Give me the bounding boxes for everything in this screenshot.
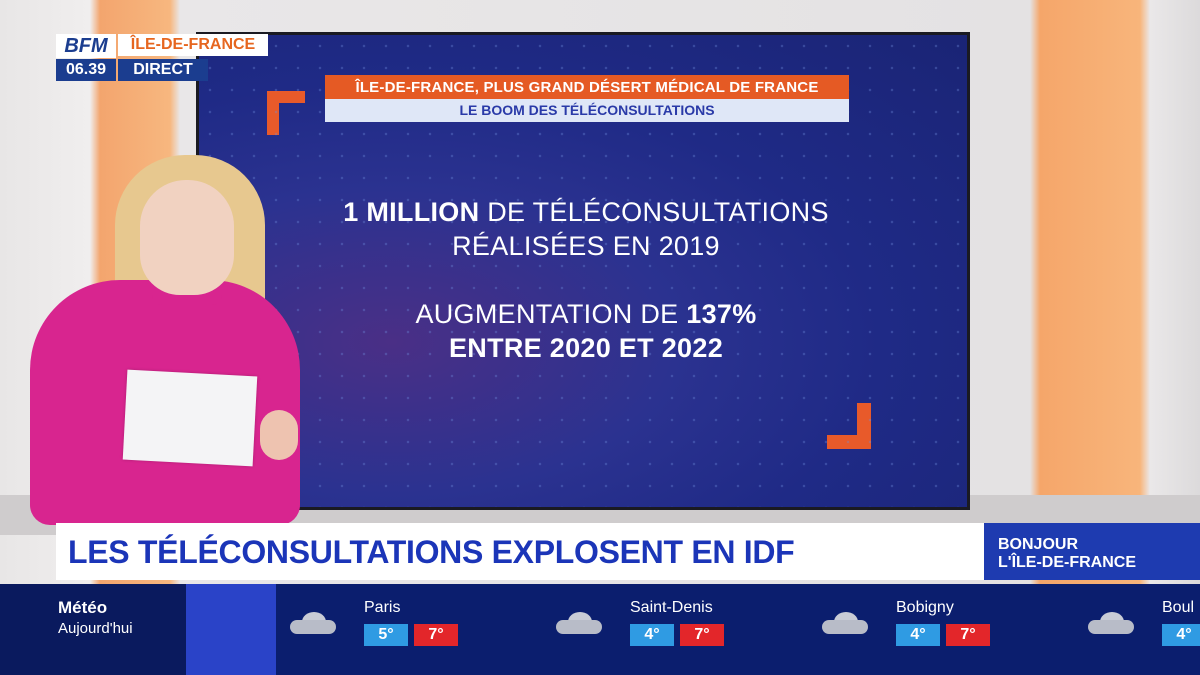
weather-label: Météo Aujourd'hui (0, 584, 186, 675)
temp-max: 7° (680, 624, 724, 646)
temp-max: 7° (414, 624, 458, 646)
city-name: Bobigny (896, 599, 954, 616)
cloud-icon (1088, 612, 1134, 634)
presenter-face (140, 180, 234, 295)
stat2-bold: 137% (686, 299, 757, 329)
weather-city-bobigny: Bobigny 4° 7° (808, 584, 1074, 675)
show-name-line2: L'ÎLE-DE-FRANCE (998, 554, 1137, 571)
show-name-line1: BONJOUR (998, 536, 1079, 553)
stat-teleconsultations-2019: 1 MILLION DE TÉLÉCONSULTATIONS RÉALISÉES… (199, 195, 967, 263)
screen-title: ÎLE-DE-FRANCE, PLUS GRAND DÉSERT MÉDICAL… (325, 75, 849, 99)
screen-subtitle: LE BOOM DES TÉLÉCONSULTATIONS (325, 99, 849, 122)
stat1-rest: DE TÉLÉCONSULTATIONS (479, 197, 829, 227)
temp-min: 4° (896, 624, 940, 646)
logo-region: ÎLE-DE-FRANCE (118, 34, 268, 56)
weather-separator (186, 584, 276, 675)
presenter-hand (260, 410, 298, 460)
clock: 06.39 (56, 59, 116, 81)
cloud-icon (822, 612, 868, 634)
corner-bracket-top-left (267, 91, 305, 135)
weather-city-boul: Boul 4° (1074, 584, 1200, 675)
temp-min: 4° (630, 624, 674, 646)
city-name: Saint-Denis (630, 599, 713, 616)
cloud-icon (556, 612, 602, 634)
stat2-line2: ENTRE 2020 ET 2022 (448, 333, 724, 363)
stat2-start: AUGMENTATION DE (415, 299, 687, 329)
presenter (20, 155, 310, 525)
city-name: Paris (364, 599, 401, 616)
weather-subtitle: Aujourd'hui (58, 620, 133, 637)
studio-screen: ÎLE-DE-FRANCE, PLUS GRAND DÉSERT MÉDICAL… (196, 32, 970, 510)
city-name: Boul (1162, 599, 1195, 616)
cloud-icon (290, 612, 336, 634)
temp-max: 7° (946, 624, 990, 646)
temp-min: 4° (1162, 624, 1200, 646)
show-name-badge: BONJOUR L'ÎLE-DE-FRANCE (984, 523, 1200, 580)
headline-text: LES TÉLÉCONSULTATIONS EXPLOSENT EN IDF (68, 534, 795, 570)
weather-city-saint-denis: Saint-Denis 4° 7° (542, 584, 808, 675)
presenter-paper (122, 369, 258, 467)
temp-min: 5° (364, 624, 408, 646)
weather-city-paris: Paris 5° 7° (276, 584, 542, 675)
headline-banner: LES TÉLÉCONSULTATIONS EXPLOSENT EN IDF (56, 523, 984, 580)
screen-title-box: ÎLE-DE-FRANCE, PLUS GRAND DÉSERT MÉDICAL… (325, 75, 849, 122)
live-badge: DIRECT (118, 59, 208, 81)
weather-title: Météo (58, 598, 108, 617)
weather-ticker: Météo Aujourd'hui Paris 5° 7° Saint-Deni… (0, 584, 1200, 675)
stat1-line2: RÉALISÉES EN 2019 (452, 231, 720, 261)
corner-bracket-bottom-right (827, 403, 871, 449)
logo-brand: BFM (56, 34, 116, 58)
stat1-bold: 1 MILLION (343, 197, 480, 227)
stat-increase: AUGMENTATION DE 137% ENTRE 2020 ET 2022 (199, 297, 967, 365)
